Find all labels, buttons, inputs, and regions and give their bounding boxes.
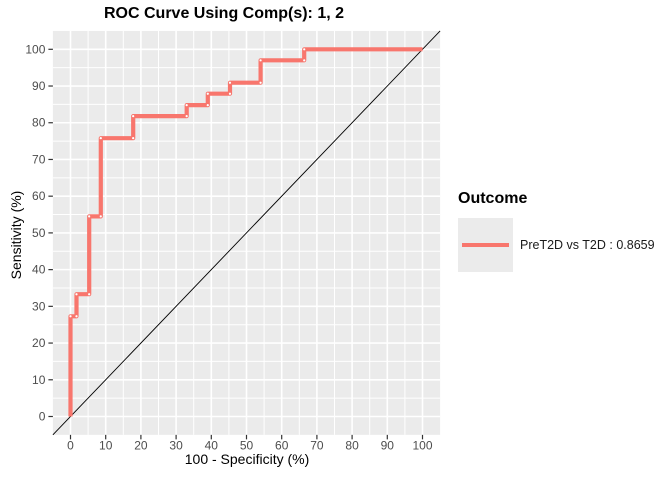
plot-title: ROC Curve Using Comp(s): 1, 2 [103, 5, 345, 22]
y-tick-label: 20 [32, 336, 46, 350]
roc-point-marker [185, 104, 188, 107]
legend-title: Outcome [458, 190, 528, 207]
legend-line-swatch [462, 243, 509, 247]
legend-item: PreT2D vs T2D : 0.8659 [458, 218, 668, 272]
x-tick-label: 60 [275, 438, 289, 452]
y-tick-label: 70 [32, 152, 46, 166]
x-tick-label: 10 [99, 438, 113, 452]
roc-point-marker [259, 81, 262, 84]
x-tick-label: 80 [345, 438, 359, 452]
x-tick-label: 0 [67, 438, 74, 452]
y-axis-title: Sensitivity (%) [8, 190, 24, 280]
x-axis-title: 100 - Specificity (%) [184, 451, 310, 467]
roc-point-marker [69, 315, 72, 318]
roc-point-marker [75, 315, 78, 318]
y-tick-label: 10 [32, 373, 46, 387]
x-tick-label: 50 [240, 438, 254, 452]
x-tick-label: 100 [412, 438, 432, 452]
roc-point-marker [303, 48, 306, 51]
roc-point-marker [206, 104, 209, 107]
y-tick-label: 50 [32, 226, 46, 240]
roc-point-marker [88, 215, 91, 218]
roc-point-marker [185, 115, 188, 118]
x-tick-label: 70 [310, 438, 324, 452]
x-tick-label: 40 [205, 438, 219, 452]
x-tick-label: 30 [169, 438, 183, 452]
legend-key [458, 218, 513, 272]
roc-point-marker [88, 293, 91, 296]
roc-point-marker [228, 81, 232, 84]
legend: Outcome PreT2D vs T2D : 0.8659 [458, 190, 668, 272]
roc-point-marker [132, 115, 135, 118]
roc-point-marker [259, 59, 262, 62]
y-tick-label: 80 [32, 116, 46, 130]
roc-point-marker [99, 215, 102, 218]
roc-point-marker [303, 59, 306, 62]
x-tick-label: 20 [134, 438, 148, 452]
x-tick-label: 90 [381, 438, 395, 452]
roc-point-marker [132, 137, 135, 140]
roc-point-marker [99, 137, 102, 140]
roc-point-marker [75, 293, 78, 296]
y-tick-label: 30 [32, 299, 46, 313]
reference-diagonal-line [52, 30, 441, 436]
y-tick-label: 40 [32, 263, 46, 277]
y-tick-label: 0 [39, 410, 46, 424]
y-tick-label: 90 [32, 79, 46, 93]
y-tick-label: 100 [25, 42, 45, 56]
roc-point-marker [228, 92, 232, 95]
legend-label: PreT2D vs T2D : 0.8659 [520, 238, 655, 252]
roc-point-marker [206, 92, 209, 95]
y-tick-label: 60 [32, 189, 46, 203]
